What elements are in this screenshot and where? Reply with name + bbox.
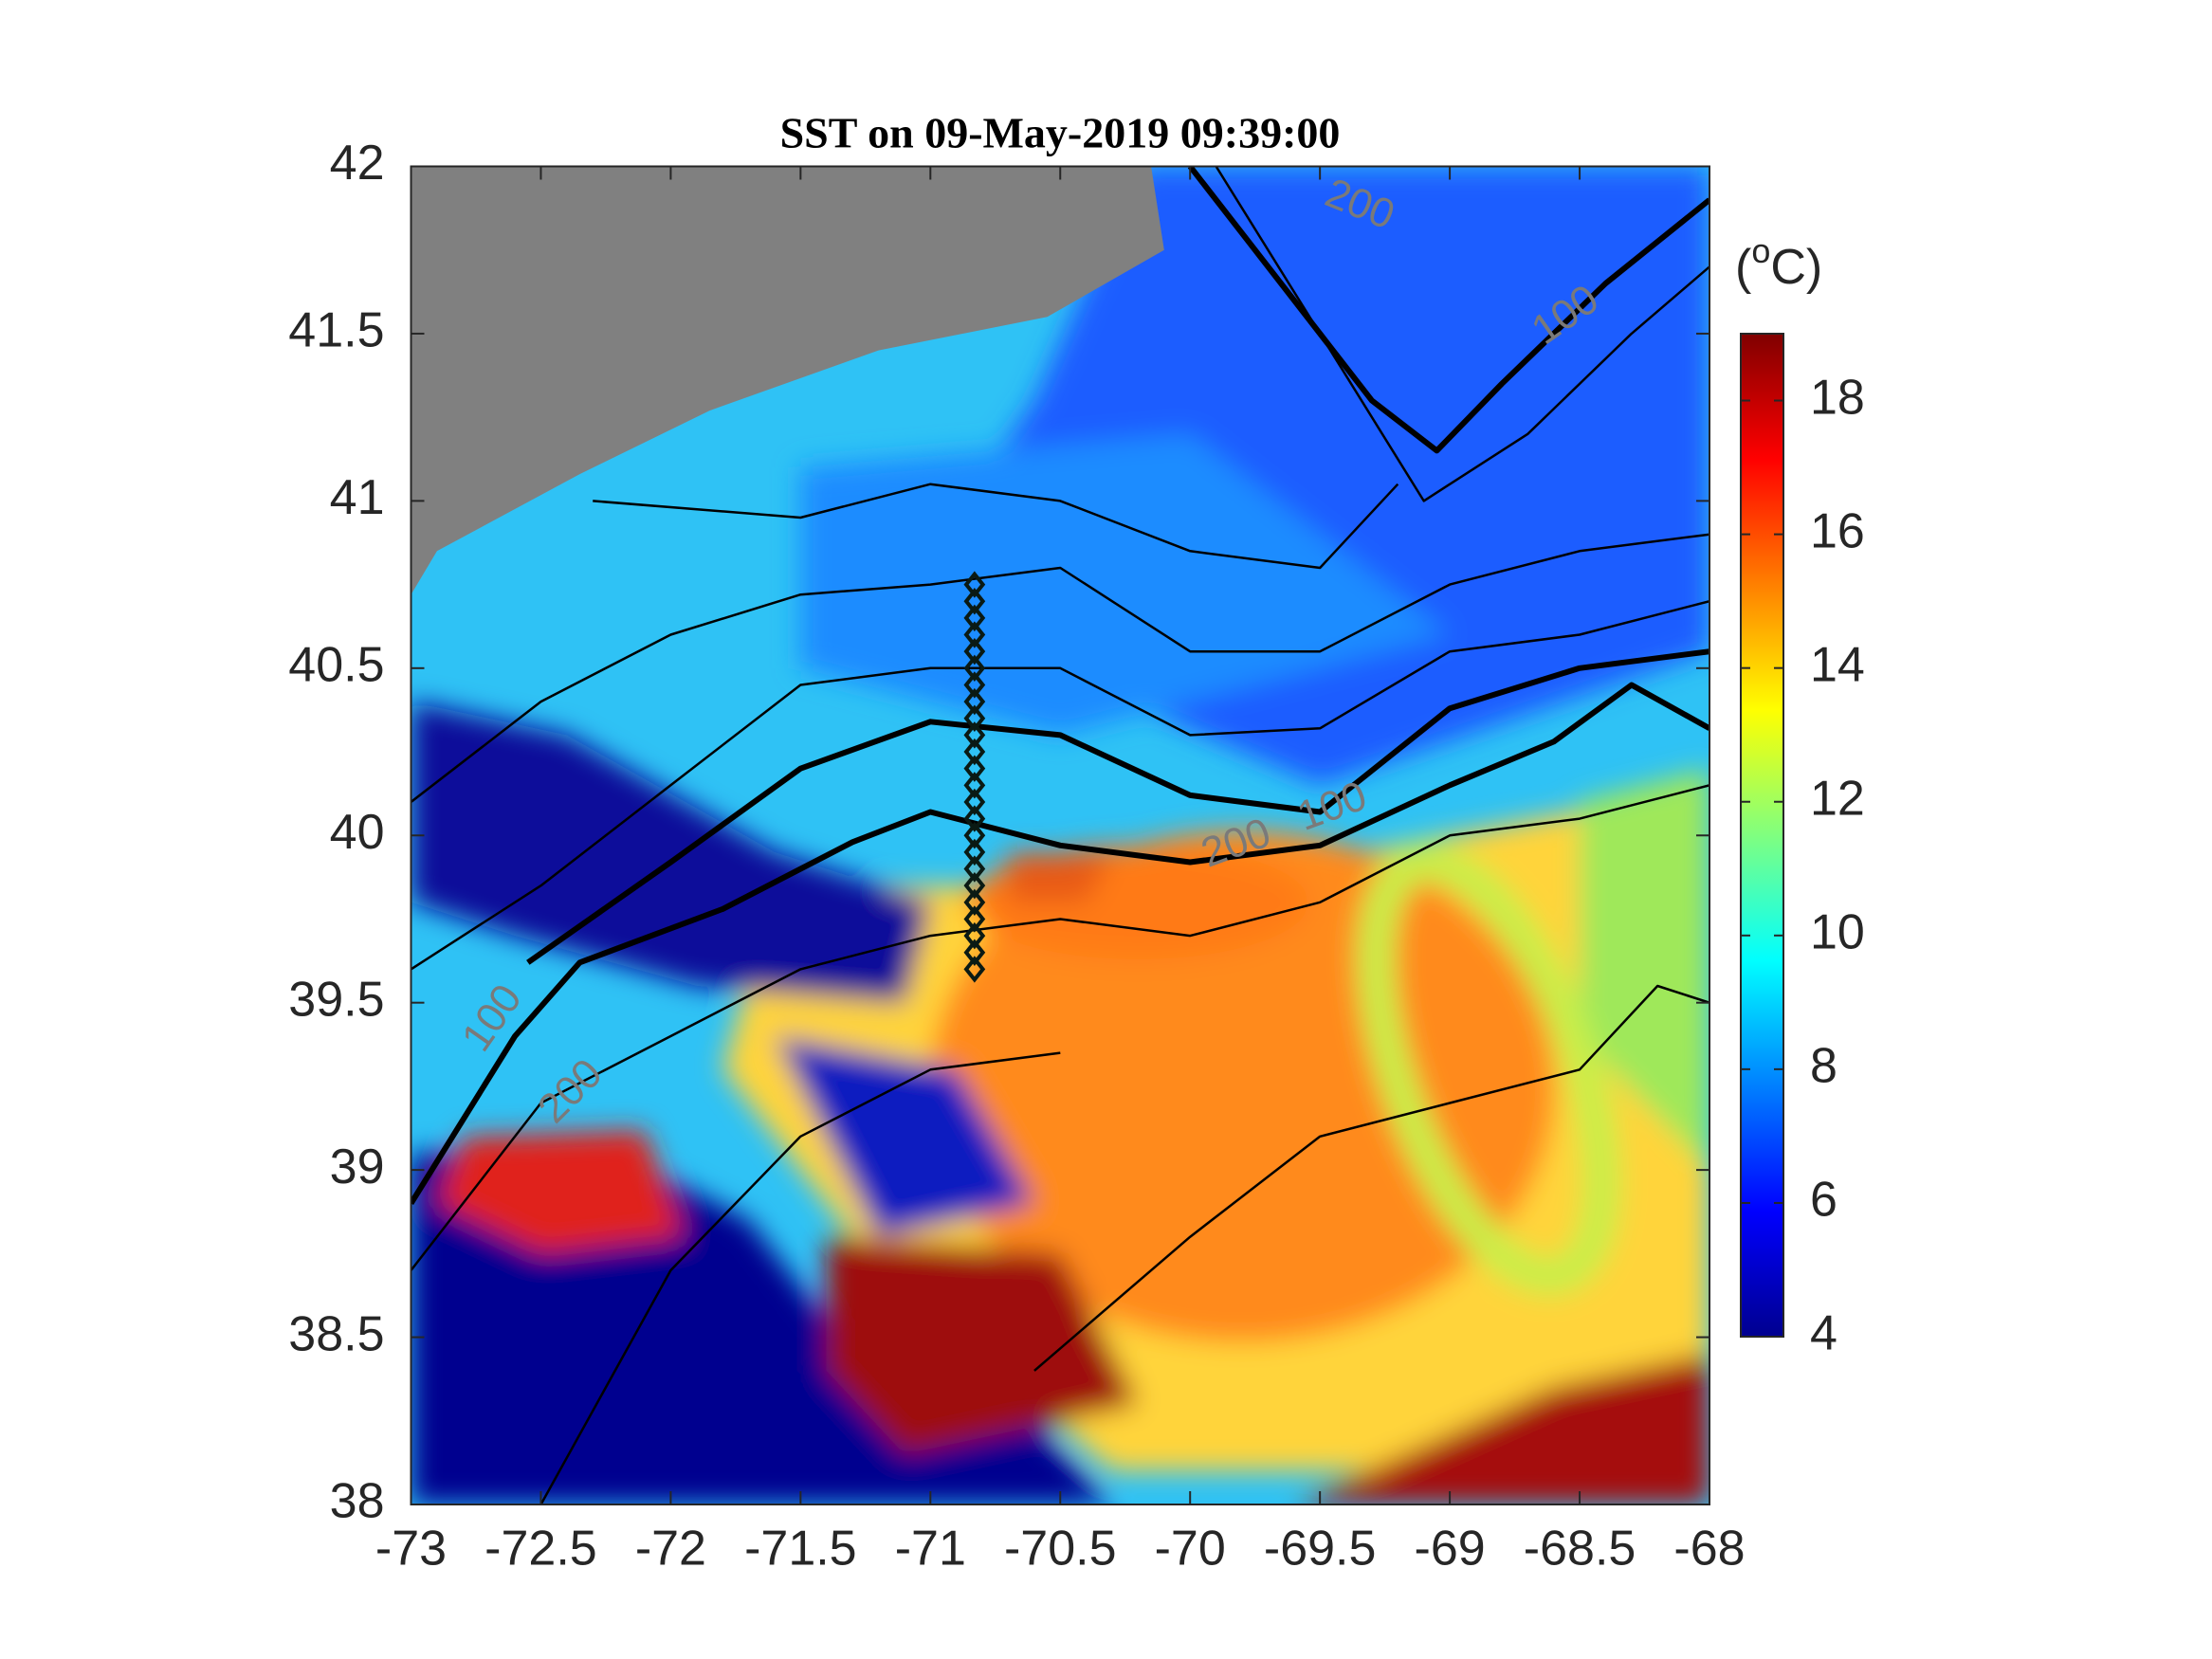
x-tick-label: -68 — [1673, 1522, 1745, 1577]
station — [963, 772, 986, 799]
station — [963, 571, 986, 598]
station — [963, 687, 986, 716]
x-tick-label: -71 — [895, 1522, 966, 1577]
colorbar-tick-label: 12 — [1810, 771, 1865, 826]
isobath — [1187, 166, 1709, 454]
colorbar-tick-label: 10 — [1810, 905, 1865, 960]
isobath — [1033, 984, 1709, 1372]
station — [963, 921, 986, 950]
station — [963, 855, 986, 883]
eddy-edge — [1357, 843, 1621, 1296]
y-tick-label: 39.5 — [288, 972, 384, 1027]
station — [963, 604, 986, 632]
station — [963, 888, 986, 917]
colorbar-label-part: C) — [1770, 240, 1822, 295]
isobath — [411, 784, 1709, 1271]
x-tick-label: -69.5 — [1264, 1522, 1377, 1577]
x-tick-label: -69 — [1415, 1522, 1486, 1577]
x-tick-label: -71.5 — [744, 1522, 857, 1577]
isobath — [539, 1051, 1061, 1504]
x-tick-label: -70.5 — [1004, 1522, 1117, 1577]
x-tick-label: -68.5 — [1524, 1522, 1636, 1577]
cool-mid — [800, 433, 1451, 736]
isobath — [526, 648, 1709, 965]
y-tick-label: 38 — [330, 1474, 385, 1529]
colorbar-label: (oC) — [1735, 231, 1822, 295]
station — [963, 654, 986, 683]
green-edge — [1580, 768, 1709, 1171]
colorbar-tick-label: 18 — [1810, 370, 1865, 425]
colorbar-tick-label: 14 — [1810, 637, 1865, 692]
colorbar-tick-label: 6 — [1810, 1173, 1837, 1228]
cold-band — [411, 702, 931, 1003]
warm-ring — [928, 830, 1555, 1342]
colorbar-label-part: ( — [1735, 240, 1752, 295]
x-tick-label: -72.5 — [484, 1522, 597, 1577]
isobaths — [411, 166, 1709, 1504]
station — [963, 939, 986, 966]
y-tick-label: 41.5 — [288, 303, 384, 358]
isobath — [411, 533, 1709, 803]
y-tick-label: 42 — [330, 136, 385, 191]
station — [963, 805, 986, 832]
station — [963, 738, 986, 766]
x-tick-label: -73 — [375, 1522, 447, 1577]
station — [963, 621, 986, 648]
x-tick-label: -72 — [635, 1522, 706, 1577]
colorbar-tick-label: 8 — [1810, 1039, 1837, 1094]
isobath — [593, 483, 1399, 570]
isobath — [411, 599, 1709, 971]
field-blend — [411, 166, 1709, 1504]
colorbar — [1740, 333, 1784, 1338]
y-tick-label: 41 — [330, 470, 385, 525]
station — [963, 956, 986, 983]
hot-west — [436, 1129, 685, 1254]
station — [963, 871, 986, 900]
station — [963, 788, 986, 816]
hot-eddy — [1008, 851, 1112, 902]
y-tick-label: 38.5 — [288, 1306, 384, 1361]
station — [963, 822, 986, 849]
hot-mid — [826, 1236, 1139, 1455]
station — [963, 588, 986, 615]
hot-south-east — [1293, 1354, 1709, 1504]
cold-patch — [775, 1036, 1034, 1237]
station — [963, 755, 986, 782]
land — [411, 166, 1164, 595]
station — [963, 721, 986, 749]
station — [963, 905, 986, 933]
station — [963, 838, 986, 866]
colorbar-tick-label: 4 — [1810, 1306, 1837, 1361]
station — [963, 637, 986, 665]
station — [963, 704, 986, 732]
isobath — [1215, 166, 1709, 502]
y-tick-label: 40.5 — [288, 638, 384, 693]
chart-title: SST on 09-May-2019 09:39:00 — [780, 109, 1341, 157]
x-tick-label: -70 — [1155, 1522, 1226, 1577]
colorbar-tick-label: 16 — [1810, 503, 1865, 558]
colorbar-label-part: o — [1751, 231, 1770, 270]
station — [963, 671, 986, 699]
y-tick-label: 39 — [330, 1139, 385, 1194]
isobath — [411, 682, 1709, 1205]
y-tick-label: 40 — [330, 805, 385, 860]
